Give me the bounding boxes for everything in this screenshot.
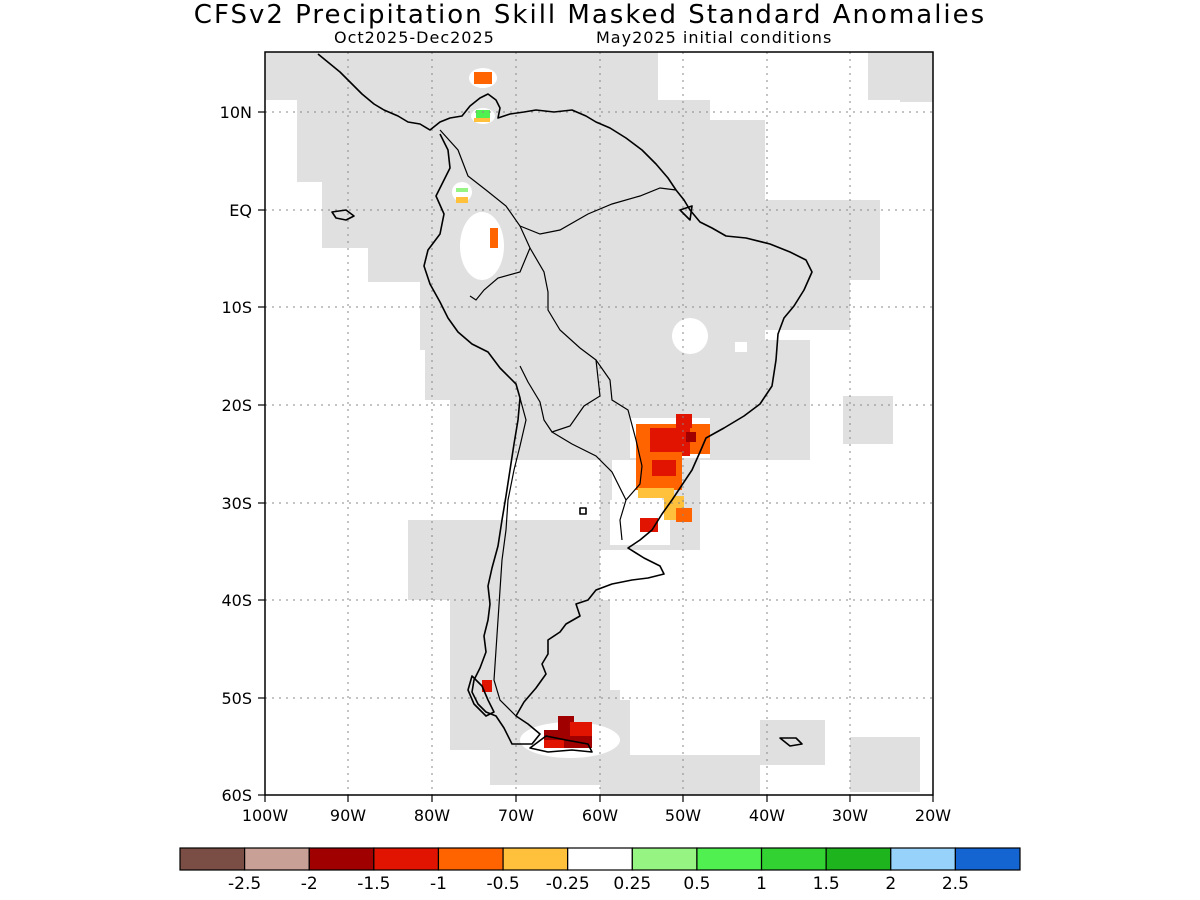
colorbar-label: 2	[885, 874, 896, 894]
lat-labels: 10N EQ 10S 20S 30S 40S 50S 60S	[220, 103, 252, 805]
map-frame	[264, 51, 934, 796]
colorbar-swatch	[631, 847, 698, 871]
chart-title: CFSv2 Precipitation Skill Masked Standar…	[193, 0, 987, 30]
lon-label: 20W	[915, 806, 951, 825]
colorbar-label: -2.5	[228, 874, 261, 894]
colorbar-swatch	[373, 847, 440, 871]
colorbar-swatch	[244, 847, 310, 871]
colorbar-label: 1.5	[813, 874, 840, 894]
colorbar-label: -0.5	[486, 874, 519, 894]
colorbar-label: -1.5	[357, 874, 390, 894]
colorbar-swatch	[502, 847, 569, 871]
lat-label: 20S	[221, 396, 252, 415]
lat-label: 10S	[221, 298, 252, 317]
lon-labels: 100W 90W 80W 70W 60W 50W 40W 30W 20W	[242, 806, 951, 825]
lat-label: 30S	[221, 494, 252, 513]
colorbar: -2.5 -2 -1.5 -1 -0.5 -0.25 0.25 0.5 1 1.5 2 2.5	[179, 847, 1021, 894]
colorbar-label: 0.5	[683, 874, 710, 894]
lat-label: EQ	[229, 201, 252, 220]
colorbar-label: -0.25	[546, 874, 590, 894]
lon-label: 60W	[582, 806, 618, 825]
lon-label: 30W	[832, 806, 868, 825]
axis-ticks	[258, 111, 934, 802]
colorbar-swatch	[825, 847, 892, 871]
colorbar-label: 1	[756, 874, 767, 894]
lat-label: 50S	[221, 689, 252, 708]
colorbar-swatch	[437, 847, 504, 871]
lon-label: 70W	[498, 806, 534, 825]
lat-label: 40S	[221, 591, 252, 610]
lon-label: 80W	[414, 806, 450, 825]
colorbar-swatch	[567, 847, 633, 871]
colorbar-swatch	[696, 847, 763, 871]
colorbar-swatch	[890, 847, 956, 871]
lat-label: 60S	[221, 786, 252, 805]
lon-label: 100W	[242, 806, 289, 825]
forecast-period: Oct2025-Dec2025	[334, 28, 495, 47]
initial-conditions: May2025 initial conditions	[596, 28, 833, 47]
colorbar-label: -2	[301, 874, 318, 894]
coastlines	[317, 53, 813, 753]
colorbar-label: 2.5	[942, 874, 969, 894]
colorbar-swatch	[760, 847, 827, 871]
grid-lines	[265, 52, 933, 795]
lon-label: 40W	[749, 806, 785, 825]
lat-label: 10N	[220, 103, 252, 122]
skill-mask	[265, 52, 933, 795]
lon-label: 50W	[665, 806, 701, 825]
lon-label: 90W	[330, 806, 366, 825]
colorbar-swatch	[179, 847, 246, 871]
colorbar-swatch	[308, 847, 375, 871]
colorbar-label: 0.25	[613, 874, 651, 894]
colorbar-swatch	[954, 847, 1021, 871]
map-area	[265, 52, 933, 795]
colorbar-label: -1	[430, 874, 447, 894]
country-borders	[439, 129, 677, 717]
